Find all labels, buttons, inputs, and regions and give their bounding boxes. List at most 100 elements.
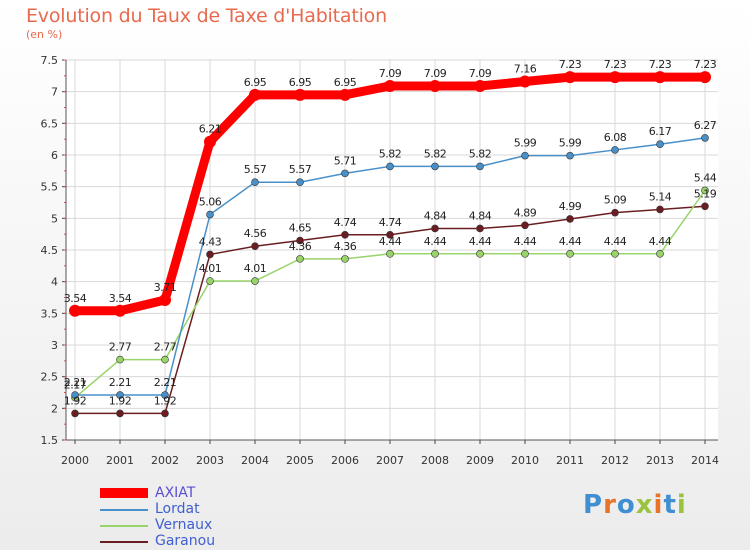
data-label-axiat: 7.23: [694, 58, 717, 71]
x-tick-label: 2003: [196, 454, 224, 467]
data-label-axiat: 6.95: [289, 76, 312, 89]
data-label-vernaux: 4.44: [649, 235, 672, 248]
data-label-lordat: 2.21: [154, 376, 177, 389]
data-point-vernaux: [701, 186, 709, 195]
x-tick-label: 2004: [241, 454, 269, 467]
data-label-vernaux: 2.17: [64, 379, 87, 392]
data-label-lordat: 6.27: [694, 119, 717, 132]
data-label-garanou: 5.14: [649, 190, 672, 203]
x-tick-label: 2005: [286, 454, 314, 467]
data-point-vernaux: [386, 250, 394, 258]
data-point-lordat: [386, 162, 394, 171]
data-point-garanou: [566, 215, 574, 223]
data-label-lordat: 5.99: [514, 137, 537, 150]
data-label-axiat: 3.54: [109, 292, 132, 305]
data-point-vernaux: [521, 250, 529, 258]
data-point-garanou: [116, 409, 124, 418]
data-point-vernaux: [656, 250, 664, 258]
y-tick-label: 6: [51, 149, 58, 162]
data-label-vernaux: 4.36: [334, 240, 357, 253]
x-tick-label: 2012: [601, 454, 629, 467]
data-point-lordat: [476, 162, 484, 171]
data-point-garanou: [71, 409, 79, 418]
data-point-garanou: [656, 205, 664, 214]
logo-letter: P: [583, 490, 604, 520]
data-label-axiat: 7.16: [514, 63, 537, 76]
data-label-garanou: 4.56: [244, 227, 267, 240]
x-tick-label: 2006: [331, 454, 359, 467]
data-label-lordat: 5.99: [559, 137, 582, 150]
data-label-garanou: 5.19: [694, 187, 717, 200]
data-point-axiat: [699, 71, 711, 84]
data-point-lordat: [566, 151, 574, 160]
data-point-lordat: [251, 178, 259, 187]
data-label-lordat: 5.71: [334, 154, 357, 167]
data-point-axiat: [519, 75, 531, 88]
data-point-vernaux: [116, 355, 124, 364]
data-point-garanou: [386, 231, 394, 239]
data-label-axiat: 7.09: [469, 67, 492, 80]
data-point-garanou: [161, 409, 169, 418]
data-point-axiat: [204, 135, 216, 148]
data-label-vernaux: 4.36: [289, 240, 312, 253]
data-point-axiat: [609, 71, 621, 84]
data-point-axiat: [654, 71, 666, 84]
data-label-garanou: 4.74: [379, 216, 402, 229]
data-point-vernaux: [611, 250, 619, 258]
legend-label: Garanou: [155, 533, 216, 549]
data-point-vernaux: [296, 255, 304, 263]
data-label-garanou: 1.92: [154, 394, 177, 407]
y-tick-label: 5: [51, 212, 58, 225]
x-tick-label: 2014: [691, 454, 719, 467]
data-label-vernaux: 2.77: [154, 341, 177, 354]
data-label-axiat: 7.23: [559, 58, 582, 71]
data-label-vernaux: 4.44: [379, 235, 402, 248]
data-point-lordat: [521, 151, 529, 160]
chart-unit-label: (en %): [26, 28, 63, 41]
data-point-axiat: [249, 88, 261, 101]
data-label-vernaux: 4.44: [424, 235, 447, 248]
data-point-lordat: [116, 391, 124, 399]
data-label-vernaux: 4.44: [514, 235, 537, 248]
data-label-vernaux: 5.44: [694, 171, 717, 184]
data-point-garanou: [521, 221, 529, 230]
data-point-lordat: [161, 391, 169, 399]
data-point-garanou: [341, 231, 349, 239]
data-point-vernaux: [476, 250, 484, 258]
data-label-axiat: 3.71: [154, 281, 177, 294]
y-tick-label: 5.5: [41, 181, 59, 194]
x-tick-label: 2007: [376, 454, 404, 467]
data-point-garanou: [701, 202, 709, 211]
data-point-garanou: [296, 236, 304, 245]
data-point-vernaux: [251, 277, 259, 285]
data-point-garanou: [206, 250, 214, 259]
data-point-axiat: [294, 88, 306, 101]
data-point-lordat: [701, 134, 709, 142]
data-point-vernaux: [161, 355, 169, 364]
data-label-garanou: 4.84: [469, 209, 492, 222]
data-point-vernaux: [206, 277, 214, 285]
legend-swatch: [100, 525, 148, 527]
data-label-axiat: 6.95: [334, 76, 357, 89]
data-point-axiat: [564, 71, 576, 84]
data-point-lordat: [341, 169, 349, 178]
data-point-lordat: [71, 391, 79, 399]
proxiti-logo: Proxiti: [583, 490, 687, 520]
y-tick-label: 3.5: [41, 307, 59, 320]
data-label-axiat: 6.21: [199, 123, 222, 136]
logo-letter: r: [603, 490, 617, 520]
data-label-garanou: 4.65: [289, 222, 312, 235]
legend-swatch: [100, 509, 148, 511]
data-label-lordat: 5.57: [289, 163, 312, 176]
data-label-lordat: 5.82: [469, 147, 492, 160]
data-point-vernaux: [341, 255, 349, 263]
legend-swatch: [100, 541, 148, 543]
data-point-axiat: [339, 88, 351, 101]
logo-letter: i: [676, 490, 687, 520]
data-label-garanou: 4.84: [424, 209, 447, 222]
y-tick-label: 4: [51, 276, 58, 289]
data-label-lordat: 2.21: [109, 376, 132, 389]
logo-letter: t: [663, 490, 677, 520]
legend-label: Lordat: [155, 501, 200, 517]
